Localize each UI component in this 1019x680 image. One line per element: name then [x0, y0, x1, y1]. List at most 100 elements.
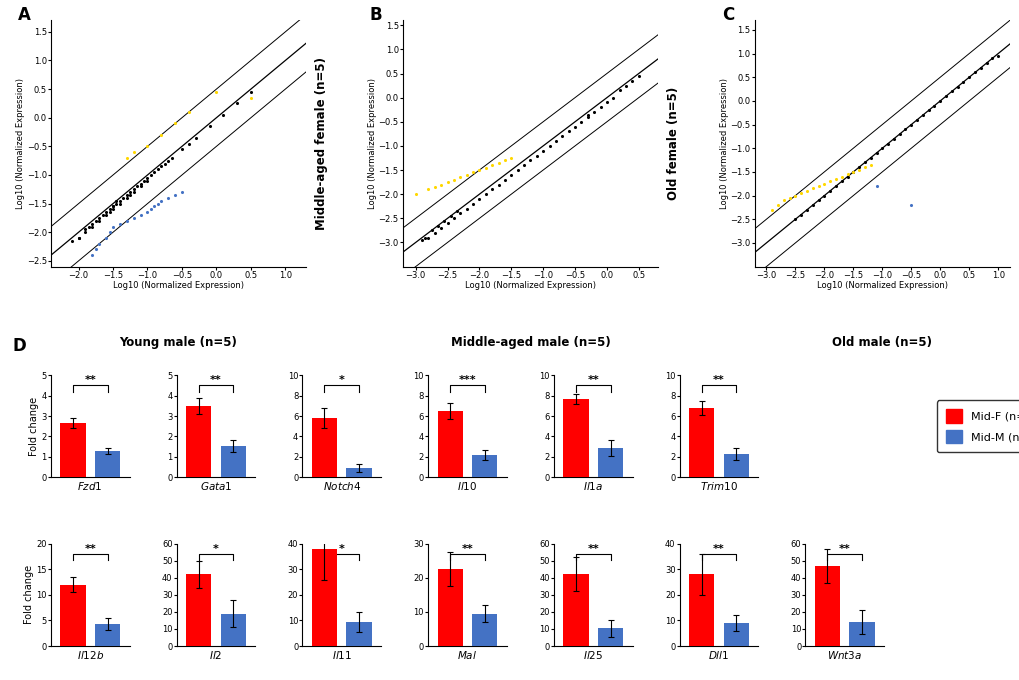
Bar: [312, 418, 336, 477]
Bar: [689, 575, 713, 646]
Point: [85, 221, 101, 232]
Y-axis label: Fold change: Fold change: [23, 565, 34, 624]
Y-axis label: Log10 (Normalized Expression): Log10 (Normalized Expression): [16, 78, 25, 209]
Bar: [186, 575, 211, 646]
Point: [862, 152, 878, 163]
Point: [433, 179, 449, 190]
Point: [484, 184, 500, 194]
Text: *: *: [338, 543, 344, 554]
Point: [465, 167, 481, 178]
Text: Old male (n=5): Old male (n=5): [832, 335, 931, 349]
Text: A: A: [18, 5, 31, 24]
X-axis label: $\it{Trim10}$: $\it{Trim10}$: [699, 480, 738, 492]
Point: [867, 148, 883, 158]
Point: [105, 201, 121, 212]
Point: [150, 164, 166, 175]
Point: [143, 169, 159, 180]
Point: [522, 155, 538, 166]
X-axis label: $\it{Mal}$: $\it{Mal}$: [457, 649, 477, 661]
Point: [804, 183, 820, 194]
Point: [98, 233, 114, 243]
Point: [850, 162, 866, 173]
X-axis label: Log10 (Normalized Expression): Log10 (Normalized Expression): [465, 281, 595, 290]
Point: [180, 138, 197, 149]
X-axis label: $\it{Il1a}$: $\it{Il1a}$: [583, 480, 603, 492]
Point: [850, 164, 866, 175]
Point: [85, 250, 101, 260]
Point: [414, 235, 430, 245]
Point: [471, 165, 487, 175]
Point: [88, 216, 104, 226]
X-axis label: $\it{Dll1}$: $\it{Dll1}$: [707, 649, 729, 661]
Point: [77, 227, 94, 238]
Point: [873, 143, 890, 154]
Point: [228, 98, 245, 109]
Point: [477, 189, 493, 200]
Point: [153, 195, 169, 206]
Point: [510, 165, 526, 175]
Point: [477, 163, 493, 173]
Point: [943, 86, 959, 97]
Point: [167, 118, 183, 129]
X-axis label: $\it{Il2}$: $\it{Il2}$: [209, 649, 222, 661]
Point: [105, 201, 121, 212]
Text: **: **: [712, 375, 725, 385]
Point: [792, 209, 808, 220]
Point: [902, 200, 918, 211]
Point: [810, 195, 826, 206]
Bar: [723, 454, 748, 477]
Bar: [60, 585, 86, 646]
Point: [955, 77, 971, 88]
Point: [98, 207, 114, 218]
Point: [140, 173, 156, 184]
Point: [105, 221, 121, 232]
Point: [960, 72, 976, 83]
Point: [465, 199, 481, 209]
Point: [167, 190, 183, 201]
Point: [769, 200, 786, 211]
X-axis label: $\it{Il25}$: $\it{Il25}$: [583, 649, 603, 661]
Point: [867, 181, 883, 192]
Point: [839, 171, 855, 182]
X-axis label: $\it{Il10}$: $\it{Il10}$: [457, 480, 477, 492]
Text: **: **: [85, 543, 96, 554]
Point: [140, 175, 156, 186]
Bar: [95, 452, 120, 477]
Text: *: *: [338, 375, 344, 385]
Point: [815, 190, 832, 201]
Point: [448, 205, 465, 216]
Point: [845, 167, 861, 177]
Bar: [220, 445, 246, 477]
Point: [423, 225, 439, 236]
Point: [201, 121, 217, 132]
Point: [140, 141, 156, 152]
Point: [586, 107, 602, 118]
Point: [966, 67, 982, 78]
Point: [611, 85, 628, 96]
Point: [118, 190, 135, 201]
Text: B: B: [369, 5, 382, 24]
Point: [70, 233, 87, 243]
Point: [833, 171, 849, 182]
Point: [579, 112, 595, 122]
Point: [439, 177, 455, 188]
X-axis label: $\it{Wnt3a}$: $\it{Wnt3a}$: [826, 649, 861, 661]
Point: [118, 192, 135, 203]
Text: D: D: [12, 337, 25, 354]
Bar: [186, 406, 211, 477]
Point: [91, 238, 107, 249]
Point: [821, 186, 838, 197]
Bar: [689, 408, 713, 477]
Text: **: **: [85, 375, 96, 385]
Point: [163, 152, 179, 163]
Point: [122, 190, 139, 201]
Point: [787, 190, 803, 201]
Point: [125, 147, 142, 158]
Text: **: **: [210, 375, 222, 385]
Point: [496, 174, 513, 185]
Point: [989, 50, 1006, 61]
Point: [949, 81, 965, 92]
Point: [115, 192, 131, 203]
Point: [122, 187, 139, 198]
Point: [85, 218, 101, 229]
